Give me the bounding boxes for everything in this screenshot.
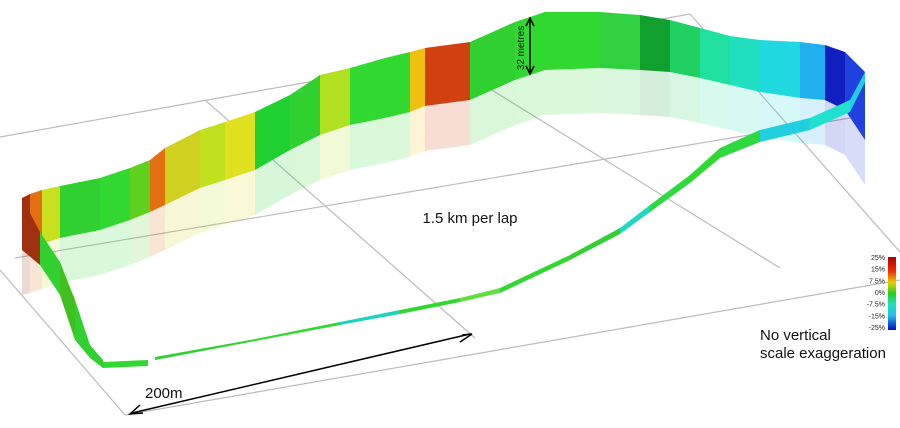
track-segment (40, 232, 60, 295)
wall-reflection (410, 106, 425, 157)
wall-reflection (425, 100, 470, 151)
colorbar (888, 257, 896, 330)
wall-segment (700, 28, 730, 85)
wall-segment (470, 22, 515, 100)
height-marker (525, 16, 535, 76)
wall-segment (60, 178, 100, 238)
track-segment (850, 72, 865, 112)
track-segment (340, 310, 400, 325)
wall-reflection (150, 205, 165, 257)
wall-reflection (600, 68, 640, 115)
wall-segment (42, 186, 60, 244)
wall-reflection (60, 230, 100, 283)
wall-reflection (640, 70, 670, 117)
wall-segment (410, 48, 425, 112)
lap-label: 1.5 km per lap (422, 210, 517, 227)
track-segment (250, 322, 340, 342)
wall-reflection (22, 248, 30, 295)
colorbar-label: 0% (875, 290, 885, 297)
colorbar-label: 25% (871, 255, 885, 262)
wall-segment (600, 12, 640, 70)
wall-reflection (255, 150, 290, 215)
colorbar-label: -25% (869, 325, 885, 332)
wall-segment (150, 148, 165, 212)
scale-bar (127, 333, 473, 415)
track-segment (650, 175, 690, 212)
height-label: 32 metres (516, 26, 527, 70)
track-ribbon (22, 12, 865, 368)
wall-segment (385, 52, 410, 118)
wall-reflection (200, 180, 225, 233)
wall-reflection (130, 212, 150, 265)
wall-reflection (700, 78, 730, 130)
track-segment (570, 228, 620, 260)
wall-segment (130, 160, 150, 220)
wall-segment (640, 15, 670, 72)
track-segment (155, 340, 250, 360)
colorbar-label: 15% (871, 267, 885, 274)
wall-reflection (845, 110, 865, 185)
note: No vertical (760, 327, 831, 344)
wall-segment (165, 130, 200, 205)
track-segment (720, 130, 760, 158)
colorbar-label: -7.5% (867, 302, 885, 309)
track-segment (620, 205, 650, 234)
track-segment (400, 298, 460, 314)
wall-reflection (100, 220, 130, 275)
wall-segment (200, 122, 225, 188)
colorbar-label: -15% (869, 313, 885, 320)
wall-segment (670, 20, 700, 78)
wall-segment (825, 45, 845, 110)
colorbar-label: 7.5% (869, 278, 885, 285)
wall-segment (350, 58, 385, 125)
wall-segment (730, 36, 760, 92)
wall-reflection (320, 125, 350, 180)
track-segment (460, 288, 500, 302)
wall-segment (225, 112, 255, 180)
wall-reflection (290, 135, 320, 195)
track-segment (760, 118, 810, 142)
track-segment (90, 345, 103, 368)
wall-reflection (730, 85, 760, 137)
wall-reflection (350, 118, 385, 170)
track-segment (75, 300, 90, 358)
wall-reflection (545, 68, 600, 115)
scale-label: 200m (145, 385, 183, 402)
track-segment (690, 148, 720, 183)
track-segment (22, 198, 40, 265)
wall-reflection (470, 80, 515, 145)
track-segment (103, 360, 148, 368)
wall-segment (425, 42, 470, 106)
wall-reflection (670, 72, 700, 123)
wall-reflection (165, 188, 200, 250)
wall-segment (290, 75, 320, 150)
wall-segment (800, 42, 825, 100)
wall-reflection (385, 112, 410, 163)
track-segment (500, 255, 570, 293)
wall-reflection (225, 170, 255, 225)
wall-segment (255, 95, 290, 170)
note: scale exaggeration (760, 345, 886, 362)
track-segment (810, 100, 850, 130)
wall-segment (320, 68, 350, 135)
wall-segment (760, 40, 800, 98)
wall-reflection (515, 70, 545, 125)
wall-segment (545, 12, 600, 70)
track-segment (60, 262, 75, 340)
wall-segment (100, 168, 130, 230)
